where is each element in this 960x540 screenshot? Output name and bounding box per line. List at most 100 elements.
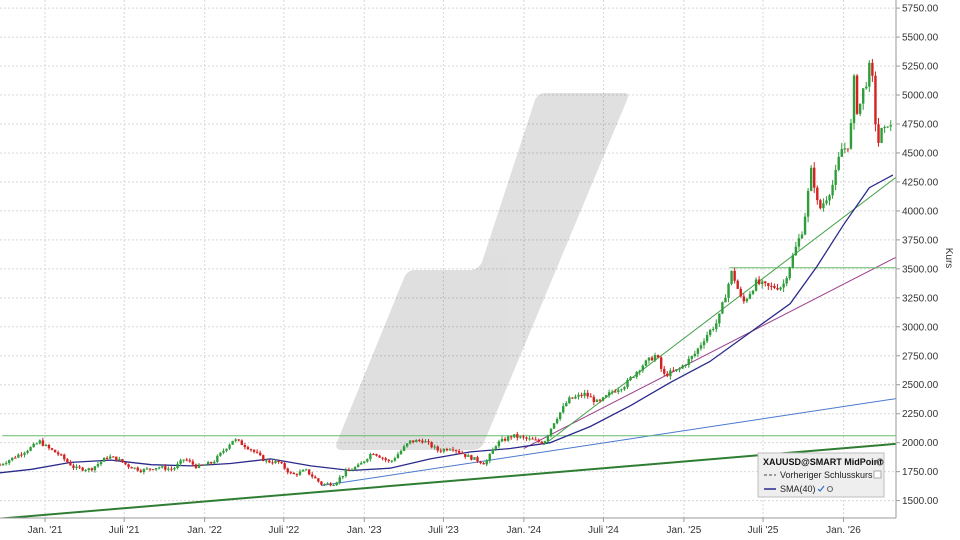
candle-body	[687, 358, 690, 365]
y-tick-label: 2500.00	[902, 380, 939, 391]
candle-body	[191, 461, 195, 465]
x-tick-label: Jan. '24	[507, 525, 542, 536]
candle-body	[50, 448, 54, 450]
candle-body	[311, 474, 314, 477]
candle-body	[14, 457, 17, 459]
candle-body	[519, 436, 522, 438]
candle-body	[421, 440, 424, 443]
candle-body	[461, 452, 464, 455]
candle-body	[889, 125, 892, 127]
candle-body	[188, 460, 191, 462]
candle-body	[730, 270, 733, 284]
candle-body	[237, 439, 240, 441]
candle-body	[430, 442, 433, 448]
trend-line	[321, 398, 896, 487]
candle-body	[770, 285, 773, 287]
candle-body	[485, 460, 488, 465]
y-tick-label: 1750.00	[902, 467, 939, 478]
y-axis-label: Kurs	[943, 248, 954, 269]
y-tick-label: 5250.00	[902, 62, 939, 73]
candle-body	[558, 412, 562, 420]
candle-body	[243, 444, 247, 448]
candle-body	[611, 391, 614, 393]
candle-body	[767, 283, 770, 286]
legend-checkbox-prev-close[interactable]	[873, 470, 882, 479]
candle-body	[7, 460, 11, 464]
candle-body	[108, 456, 112, 459]
candle-body	[329, 483, 332, 486]
candle-body	[552, 423, 556, 429]
candle-body	[497, 441, 501, 447]
candle-body	[219, 452, 222, 456]
legend-gear-icon[interactable]	[876, 458, 884, 466]
candle-body	[705, 335, 709, 342]
candle-body	[265, 460, 268, 462]
candle-body	[412, 440, 415, 443]
candle-body	[837, 156, 840, 170]
legend-sma-gear-icon[interactable]	[826, 485, 834, 493]
candle-body	[522, 436, 525, 438]
candle-body	[1, 464, 5, 466]
candle-body	[384, 458, 387, 460]
candle-body	[427, 441, 430, 443]
y-tick-label: 4750.00	[902, 119, 939, 130]
candle-body	[702, 341, 706, 346]
candle-body	[718, 313, 721, 324]
legend[interactable]: XAUUSD@SMART MidPoint Vorheriger Schluss…	[757, 452, 885, 498]
candle-body	[886, 126, 889, 128]
candle-body	[240, 440, 244, 445]
candle-body	[112, 456, 115, 458]
candle-body	[445, 449, 449, 451]
candle-body	[369, 454, 372, 460]
y-tick-label: 5000.00	[902, 91, 939, 102]
x-tick-label: Jan. '26	[826, 525, 861, 536]
candle-body	[724, 297, 727, 303]
candle-body	[803, 216, 807, 235]
candle-body	[754, 279, 758, 291]
candle-body	[809, 167, 813, 191]
candle-body	[439, 450, 442, 452]
candle-body	[457, 450, 461, 453]
candle-body	[543, 441, 547, 444]
candle-body	[479, 461, 482, 464]
candle-body	[289, 472, 292, 474]
x-tick-label: Juli '21	[109, 525, 140, 536]
candle-body	[675, 369, 678, 371]
candle-body	[822, 203, 825, 209]
y-tick-label: 4250.00	[902, 177, 939, 188]
candle-body	[78, 466, 81, 468]
candle-body	[234, 439, 237, 441]
legend-check-icon[interactable]	[817, 485, 825, 492]
candle-body	[451, 449, 455, 451]
candle-body	[791, 255, 795, 268]
candle-body	[210, 462, 213, 464]
candle-body	[231, 440, 234, 445]
candle-body	[396, 454, 400, 459]
candle-body	[344, 469, 348, 476]
candle-body	[855, 75, 859, 114]
candlesticks	[0, 58, 892, 487]
candle-body	[715, 323, 718, 329]
candle-body	[562, 406, 565, 413]
candle-body	[29, 447, 32, 451]
candle-body	[745, 298, 749, 302]
candle-body	[81, 467, 84, 471]
candle-body	[693, 353, 697, 357]
candle-body	[372, 454, 375, 456]
candle-body	[90, 468, 94, 471]
candle-body	[203, 464, 207, 466]
candle-body	[399, 450, 403, 455]
candle-body	[828, 195, 831, 201]
candle-body	[806, 190, 810, 217]
candle-body	[173, 468, 176, 470]
candle-body	[20, 454, 23, 456]
candle-body	[387, 459, 390, 461]
candle-body	[708, 329, 712, 336]
candle-body	[614, 391, 617, 393]
candle-body	[819, 200, 822, 209]
candle-body	[834, 169, 837, 185]
y-tick-label: 4500.00	[902, 148, 939, 159]
x-tick-label: Juli '22	[268, 525, 299, 536]
candle-body	[672, 370, 675, 372]
